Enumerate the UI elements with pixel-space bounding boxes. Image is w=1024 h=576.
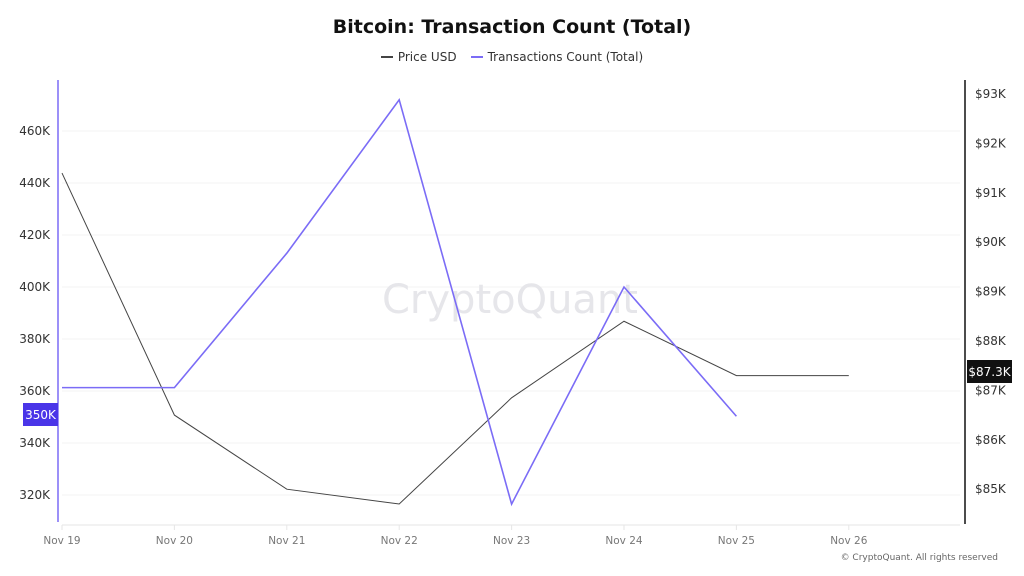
watermark: CryptoQuant [382, 277, 638, 323]
price-usd-line[interactable] [61, 172, 849, 505]
left-axis-tick-label: 400K [19, 280, 51, 294]
right-axis-tick-label: $85K [975, 482, 1007, 496]
left-axis-ticks: 320K 340K 360K 380K 400K 420K 440K 460K [19, 124, 51, 502]
left-axis-tick-label: 420K [19, 228, 51, 242]
right-axis-tick-label: $91K [975, 186, 1007, 200]
legend-label-transactions: Transactions Count (Total) [487, 50, 644, 64]
transactions-count-line[interactable] [62, 97, 738, 507]
left-axis-tick-label: 320K [19, 488, 51, 502]
right-axis-tick-label: $93K [975, 87, 1007, 101]
x-axis-tick-label: Nov 21 [268, 535, 305, 547]
left-axis-tick-label: 360K [19, 384, 51, 398]
left-axis-tick-label: 440K [19, 176, 51, 190]
chart-legend: Price USD Transactions Count (Total) [0, 50, 1024, 64]
chart-title: Bitcoin: Transaction Count (Total) [332, 16, 692, 38]
x-axis-tick-label: Nov 22 [381, 535, 418, 547]
legend-item-price[interactable]: Price USD [380, 50, 457, 64]
left-axis-tick-label: 340K [19, 436, 51, 450]
copyright-notice: © CryptoQuant. All rights reserved [840, 553, 998, 563]
right-axis-tick-label: $86K [975, 433, 1007, 447]
right-current-value-badge: $87.3K [967, 360, 1012, 383]
legend-item-transactions[interactable]: Transactions Count (Total) [470, 50, 644, 64]
x-axis-tick-label: Nov 23 [493, 535, 530, 547]
price-line-swatch-icon [380, 56, 393, 58]
x-axis-tick-label: Nov 25 [718, 535, 755, 547]
x-axis-tick-label: Nov 20 [156, 535, 193, 547]
x-axis-tick-label: Nov 26 [830, 535, 868, 547]
gridlines [62, 130, 960, 496]
left-axis-tick-label: 380K [19, 332, 51, 346]
legend-label-price: Price USD [397, 50, 457, 64]
x-axis-tick-label: Nov 24 [605, 535, 643, 547]
right-axis-tick-label: $88K [975, 334, 1007, 348]
transactions-line-swatch-icon [470, 56, 483, 58]
x-axis-tick-label: Nov 19 [43, 535, 80, 547]
right-axis-tick-label: $89K [975, 285, 1007, 299]
right-axis-tick-label: $92K [975, 136, 1007, 150]
left-current-value-badge: 350K [23, 403, 58, 426]
left-axis-tick-label: 460K [19, 124, 51, 138]
x-axis-ticks: Nov 19 Nov 20 Nov 21 Nov 22 Nov 23 Nov 24 Nov … [43, 525, 868, 547]
right-badge-text: $87.3K [968, 365, 1011, 379]
right-axis-tick-label: $87K [975, 383, 1007, 397]
left-badge-text: 350K [25, 408, 57, 422]
right-axis-tick-label: $90K [975, 235, 1007, 249]
right-axis-ticks: $85K $86K $87K $88K $89K $90K $91K $92K $93K [975, 87, 1007, 496]
